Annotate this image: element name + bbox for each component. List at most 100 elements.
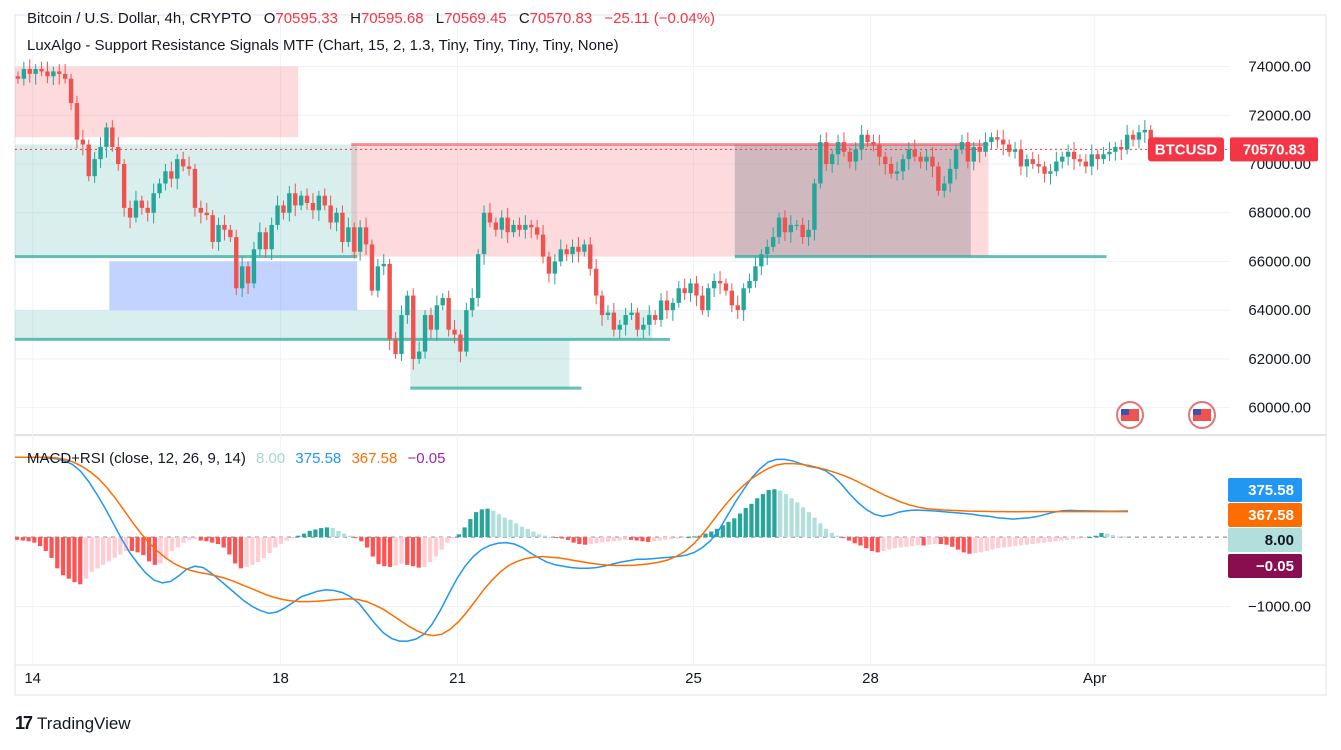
macd-histogram-bar <box>313 529 318 538</box>
price-tag <box>1230 137 1318 162</box>
candle-body <box>499 217 504 230</box>
candle-body <box>546 256 552 274</box>
macd-histogram-bar <box>376 537 381 565</box>
macd-histogram-bar <box>663 537 668 540</box>
candle-body <box>163 171 168 184</box>
candle-body <box>74 103 80 140</box>
macd-legend[interactable]: MACD+RSI (close, 12, 26, 9, 14) 8.00 375… <box>27 450 445 467</box>
candle-body <box>470 298 475 311</box>
macd-histogram-bar <box>78 537 83 585</box>
macd-histogram-bar <box>669 537 674 540</box>
candle-body <box>540 234 546 257</box>
candle-body <box>623 315 628 325</box>
low-value: 70569.45 <box>444 10 507 27</box>
candle-body <box>169 171 174 179</box>
macd-histogram-bar <box>439 537 444 550</box>
macd-histogram-bar <box>582 537 588 545</box>
close-value: 70570.83 <box>529 10 593 27</box>
candle-body <box>658 300 664 320</box>
macd-name: MACD+RSI (close, 12, 26, 9, 14) <box>27 450 246 467</box>
macd-histogram-bar <box>674 537 680 539</box>
sr-zone <box>734 144 971 257</box>
indicator-legend[interactable]: LuxAlgo - Support Resistance Signals MTF… <box>27 37 619 54</box>
macd-histogram-bar <box>628 537 634 540</box>
candle-body <box>428 315 434 330</box>
candle-body <box>121 164 127 208</box>
candle-body <box>1018 149 1024 167</box>
macd-histogram-bar <box>370 537 375 557</box>
candle-body <box>440 298 445 306</box>
signal-line <box>15 456 1128 637</box>
candle-body <box>717 280 723 284</box>
candle-body <box>139 200 145 208</box>
macd-histogram-bar <box>301 533 307 538</box>
candle-body <box>670 302 676 311</box>
macd-histogram-bar <box>605 537 611 542</box>
macd-histogram-bar <box>175 537 180 548</box>
candle-body <box>806 229 811 238</box>
candle-body <box>346 227 351 242</box>
candle-body <box>464 310 469 352</box>
candle-body <box>133 200 139 218</box>
macd-histogram-bar <box>565 537 570 540</box>
macd-histogram-bar <box>887 537 892 550</box>
macd-histogram-bar <box>623 537 628 540</box>
candle-body <box>287 193 292 213</box>
symbol-header: Bitcoin / U.S. Dollar, 4h, CRYPTO O70595… <box>27 10 715 27</box>
macd-histogram-bar <box>800 507 806 538</box>
candle-body <box>210 215 215 242</box>
y-tick-label: 60000.00 <box>1248 400 1311 417</box>
macd-histogram-bar <box>1018 537 1024 546</box>
macd-histogram-bar <box>330 528 335 538</box>
tradingview-logo-icon: 17 <box>15 713 33 733</box>
candle-body <box>564 249 569 255</box>
candle-body <box>1001 139 1006 145</box>
candle-body <box>505 217 510 233</box>
y-tick-label: 64000.00 <box>1248 302 1311 319</box>
macd-line <box>15 456 1129 642</box>
candle-body <box>204 212 209 216</box>
x-tick-label: 18 <box>272 670 289 687</box>
candle-body <box>611 312 617 330</box>
candle-body <box>357 227 363 252</box>
candle-body <box>753 266 758 281</box>
candle-body <box>912 149 917 157</box>
macd-histogram-bar <box>921 537 926 546</box>
candle-body <box>812 183 817 230</box>
candle-body <box>487 212 493 223</box>
candle-body <box>983 142 988 152</box>
macd-histogram-bar <box>112 537 117 558</box>
macd-histogram-bar <box>215 537 221 545</box>
us-flag-icon <box>1121 409 1129 415</box>
macd-histogram-bar <box>382 537 387 567</box>
candle-body <box>747 280 752 289</box>
macd-histogram-bar <box>387 537 393 567</box>
change-value: −25.11 (−0.04%) <box>604 10 716 27</box>
candle-body <box>257 232 263 250</box>
macd-histogram-bar <box>709 531 714 538</box>
macd-histogram-bar <box>703 533 708 538</box>
macd-histogram-bar <box>20 537 25 541</box>
candle-body <box>629 312 634 316</box>
candle-body <box>723 283 729 291</box>
signal-line-value: 367.58 <box>351 450 398 467</box>
candle-body <box>977 146 982 152</box>
macd-histogram-bar <box>233 537 238 564</box>
macd-histogram-bar <box>60 537 66 576</box>
candle-body <box>676 288 681 303</box>
macd-histogram-bar <box>1001 537 1007 548</box>
macd-histogram-bar <box>806 512 811 538</box>
low-label: L <box>435 10 445 27</box>
macd-histogram-bar <box>823 528 829 538</box>
sr-zone <box>351 144 989 257</box>
macd-histogram-bar <box>192 537 198 540</box>
macd-histogram-bar <box>1030 537 1035 545</box>
symbol-name: Bitcoin / U.S. Dollar, 4h, CRYPTO <box>27 10 252 27</box>
candle-body <box>871 142 876 145</box>
macd-value-tag-label: −0.05 <box>1256 558 1294 575</box>
candle-body <box>493 222 499 230</box>
tradingview-footer[interactable]: 17 TradingView <box>15 713 131 734</box>
macd-histogram-bar <box>227 537 232 555</box>
macd-histogram-bar <box>319 528 324 538</box>
